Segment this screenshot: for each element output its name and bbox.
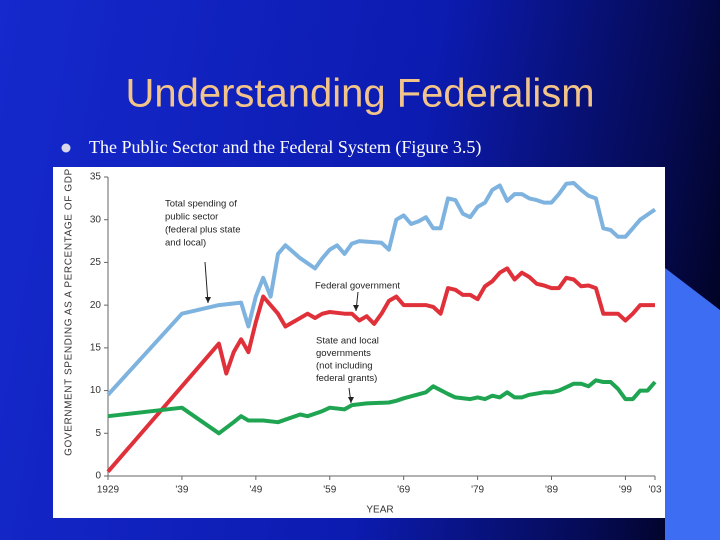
x-tick-label: '59 — [323, 485, 336, 496]
arrow-head — [353, 305, 359, 311]
y-axis-label: GOVERNMENT SPENDING AS A PERCENTAGE OF G… — [64, 168, 75, 456]
x-tick-label: '49 — [249, 485, 262, 496]
x-tick-label: '89 — [545, 485, 558, 496]
y-tick-label: 20 — [90, 300, 102, 311]
annotation: and local) — [165, 238, 206, 249]
series-line — [106, 266, 655, 474]
arrow-head — [205, 297, 211, 303]
decor-shape — [665, 268, 720, 540]
x-tick-label: '69 — [397, 485, 410, 496]
x-tick-label: 1929 — [97, 485, 120, 496]
y-tick-label: 35 — [90, 172, 102, 183]
series-line — [106, 181, 657, 397]
series-line — [107, 378, 657, 436]
y-tick-label: 10 — [90, 385, 102, 396]
x-tick-label: '99 — [619, 485, 632, 496]
bullet-marker — [61, 143, 71, 153]
bullet-text: The Public Sector and the Federal System… — [89, 137, 481, 158]
y-tick-label: 15 — [90, 342, 102, 353]
slide-title: Understanding Federalism — [125, 72, 594, 116]
y-tick-label: 0 — [95, 471, 101, 482]
annotation: (not including — [316, 361, 373, 372]
y-tick-label: 5 — [95, 428, 101, 439]
x-tick-label: '79 — [471, 485, 484, 496]
y-tick-label: 30 — [90, 214, 102, 225]
annotation: (federal plus state — [165, 225, 241, 236]
annotation: Federal government — [315, 281, 400, 292]
annotation: State and local — [316, 336, 379, 347]
x-tick-label: '39 — [175, 485, 188, 496]
annotation: federal grants) — [316, 373, 377, 384]
arrow-head — [348, 397, 354, 403]
annotation: public sector — [165, 212, 218, 223]
x-tick-label: '03 — [648, 485, 661, 496]
y-tick-label: 25 — [90, 257, 102, 268]
annotation: governments — [316, 348, 371, 359]
x-axis-label: YEAR — [366, 505, 393, 516]
annotation-arrow — [204, 261, 209, 304]
annotation: Total spending of — [165, 199, 237, 210]
